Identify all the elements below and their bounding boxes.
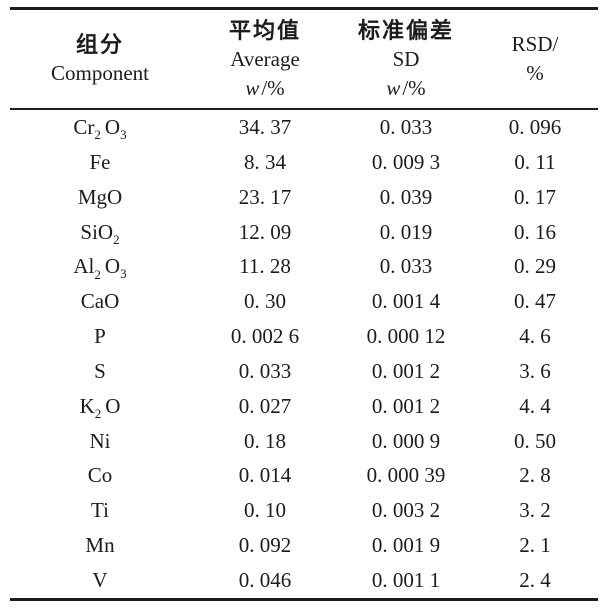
table-row: Ti 0. 10 0. 003 2 3. 2 [10,493,598,528]
rsd-cell: 0. 50 [514,428,556,453]
table-row: K2 O 0. 027 0. 001 2 4. 4 [10,389,598,424]
table-top-rule [10,7,598,10]
header-average-en: Average [230,46,300,71]
header-average-zh: 平均值 [228,17,301,43]
average-cell: 0. 10 [244,498,286,523]
table-row: Mn 0. 092 0. 001 9 2. 1 [10,528,598,563]
sd-cell: 0. 001 1 [371,567,441,592]
rsd-cell: 0. 47 [514,289,556,314]
header-average-unit: w/% [245,74,284,103]
rsd-cell: 0. 16 [514,219,556,244]
rsd-cell: 4. 4 [519,393,551,418]
rsd-cell: 2. 8 [519,463,551,488]
sd-cell: 0. 000 9 [371,428,441,453]
table-row: Fe 8. 34 0. 009 3 0. 11 [10,145,598,180]
table-row: Al2 O3 11. 28 0. 033 0. 29 [10,249,598,284]
header-sd-unit-percent: /% [402,75,426,100]
rsd-cell: 0. 11 [514,149,556,174]
component-cell: Ni [89,428,111,453]
header-rsd-line1: RSD/ [511,32,559,56]
rsd-cell: 2. 1 [519,533,551,558]
header-average: 平均值 Average w/% [190,10,340,108]
rsd-cell: 4. 6 [519,324,551,349]
average-cell: 11. 28 [239,254,291,279]
table-row: P 0. 002 6 0. 000 12 4. 6 [10,319,598,354]
sd-cell: 0. 000 12 [366,324,446,349]
average-cell: 12. 09 [238,219,292,244]
component-cell: Mn [85,533,115,558]
table-row: SiO2 12. 09 0. 019 0. 16 [10,215,598,250]
table-row: Cr2 O3 34. 37 0. 033 0. 096 [10,110,598,145]
component-cell: P [94,324,106,349]
table-body: Cr2 O3 34. 37 0. 033 0. 096 Fe 8. 34 0. 009 3 0.… [10,110,598,598]
component-cell: MgO [77,184,123,209]
sd-cell: 0. 001 4 [371,289,441,314]
header-sd: 标准偏差 SD w/% [340,10,472,108]
component-cell: V [92,567,108,592]
table-bottom-rule [10,598,598,601]
table-row: Co 0. 014 0. 000 39 2. 8 [10,458,598,493]
component-cell: K2 O [79,393,121,421]
average-cell: 8. 34 [244,149,286,174]
average-cell: 34. 37 [238,115,292,139]
rsd-cell: 0. 096 [508,115,562,139]
average-cell: 0. 30 [244,289,286,314]
table-row: S 0. 033 0. 001 2 3. 6 [10,354,598,389]
component-cell: Co [87,463,113,488]
rsd-cell: 3. 2 [519,498,551,523]
component-cell: CaO [80,289,120,314]
header-sd-zh: 标准偏差 [357,17,454,43]
sd-cell: 0. 033 [379,115,433,139]
sd-cell: 0. 001 2 [371,358,441,383]
header-average-unit-percent: /% [261,75,285,100]
table-row: Ni 0. 18 0. 000 9 0. 50 [10,424,598,459]
header-sd-unit: w/% [386,74,425,103]
header-rsd-line2: % [526,61,544,85]
sd-cell: 0. 000 39 [366,463,446,488]
average-cell: 23. 17 [238,184,292,209]
header-component-zh: 组分 [75,32,124,57]
component-cell: Ti [91,498,109,523]
sd-cell: 0. 001 9 [371,533,441,558]
sd-cell: 0. 019 [379,219,433,244]
component-cell: Cr2 O3 [73,115,127,143]
sd-cell: 0. 039 [379,184,433,209]
component-cell: Fe [89,149,111,174]
header-rsd: RSD/ % [472,10,598,108]
component-cell: SiO2 [80,219,120,247]
table-row: V 0. 046 0. 001 1 2. 4 [10,563,598,598]
table-row: MgO 23. 17 0. 039 0. 17 [10,180,598,215]
average-cell: 0. 18 [244,428,286,453]
sd-cell: 0. 001 2 [371,393,441,418]
sd-cell: 0. 033 [379,254,433,279]
header-sd-en: SD [392,46,420,71]
average-cell: 0. 046 [238,567,292,592]
average-cell: 0. 033 [238,358,292,383]
header-average-unit-symbol: w [245,75,260,100]
average-cell: 0. 014 [238,463,292,488]
sd-cell: 0. 009 3 [371,149,441,174]
rsd-cell: 0. 17 [514,184,556,209]
rsd-cell: 2. 4 [519,567,551,592]
sd-cell: 0. 003 2 [371,498,441,523]
header-component: 组分 Component [10,10,190,108]
component-cell: Al2 O3 [73,254,127,282]
table-header-row: 组分 Component 平均值 Average w/% 标准偏差 SD w/%… [10,10,598,108]
average-cell: 0. 092 [238,533,292,558]
rsd-cell: 0. 29 [514,254,556,279]
table-row: CaO 0. 30 0. 001 4 0. 47 [10,284,598,319]
header-sd-unit-symbol: w [386,75,401,100]
average-cell: 0. 002 6 [230,324,300,349]
rsd-cell: 3. 6 [519,358,551,383]
average-cell: 0. 027 [238,393,292,418]
header-separator-rule [10,108,598,110]
component-cell: S [94,358,106,383]
header-component-en: Component [51,61,149,85]
